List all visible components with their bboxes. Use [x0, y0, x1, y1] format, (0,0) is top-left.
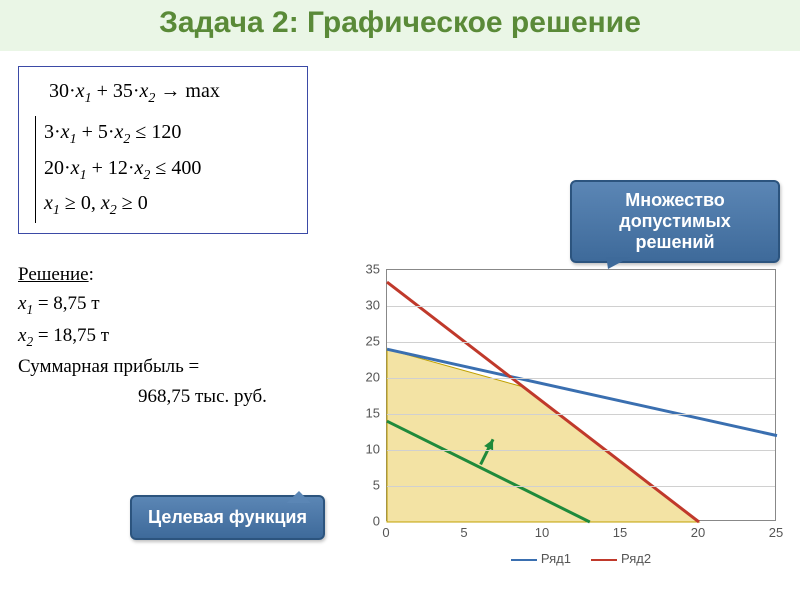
x-tick: 5 — [460, 525, 467, 540]
solution-profit-label: Суммарная прибыль = — [18, 356, 199, 377]
constraints: 3·x1 + 5·x2 ≤ 120 20·x1 + 12·x2 ≤ 400 x1… — [35, 116, 297, 222]
y-tick: 35 — [350, 262, 380, 277]
chart: 0 5 10 15 20 25 30 35 0 5 10 15 20 25 Ряд1 Ряд2 — [350, 265, 782, 575]
x-tick: 0 — [382, 525, 389, 540]
y-tick: 20 — [350, 370, 380, 385]
title-band: Задача 2: Графическое решение — [0, 0, 800, 51]
constraint-1: 3·x1 + 5·x2 ≤ 120 — [44, 116, 297, 151]
y-tick: 10 — [350, 442, 380, 457]
legend-item: Ряд1 — [511, 551, 571, 566]
objective-function: 30·x1 + 35·x2 → max — [49, 75, 297, 110]
callout-feasible-region: Множество допустимых решений — [570, 180, 780, 263]
x-tick: 10 — [535, 525, 549, 540]
y-tick: 30 — [350, 298, 380, 313]
callout-feasible-line1: Множество — [586, 190, 764, 211]
y-tick: 15 — [350, 406, 380, 421]
constraint-2: 20·x1 + 12·x2 ≤ 400 — [44, 152, 297, 187]
constraint-3: x1 ≥ 0, x2 ≥ 0 — [44, 187, 297, 222]
solution-heading: Решение — [18, 264, 89, 285]
legend-swatch — [511, 559, 537, 561]
page-title: Задача 2: Графическое решение — [159, 6, 641, 39]
x-tick: 25 — [769, 525, 783, 540]
solution-x1: x1 = 8,75 т — [18, 293, 100, 314]
plot-svg — [387, 270, 777, 522]
x-tick: 20 — [691, 525, 705, 540]
legend-item: Ряд2 — [591, 551, 651, 566]
y-tick: 25 — [350, 334, 380, 349]
solution-x2: x2 = 18,75 т — [18, 325, 109, 346]
x-tick: 15 — [613, 525, 627, 540]
legend-label: Ряд2 — [621, 551, 651, 566]
callout-feasible-line2: допустимых решений — [586, 211, 764, 253]
callout-objective-label: Целевая функция — [148, 507, 307, 527]
problem-box: 30·x1 + 35·x2 → max 3·x1 + 5·x2 ≤ 120 20… — [18, 66, 308, 234]
feasible-region — [387, 349, 699, 522]
y-tick: 0 — [350, 514, 380, 529]
y-tick: 5 — [350, 478, 380, 493]
plot-area — [386, 269, 776, 521]
legend-label: Ряд1 — [541, 551, 571, 566]
solution-block: Решение: x1 = 8,75 т x2 = 18,75 т Суммар… — [18, 260, 338, 411]
legend-swatch — [591, 559, 617, 561]
solution-profit-value: 968,75 тыс. руб. — [18, 382, 267, 411]
callout-objective-function: Целевая функция — [130, 495, 325, 540]
legend: Ряд1 Ряд2 — [386, 551, 776, 566]
